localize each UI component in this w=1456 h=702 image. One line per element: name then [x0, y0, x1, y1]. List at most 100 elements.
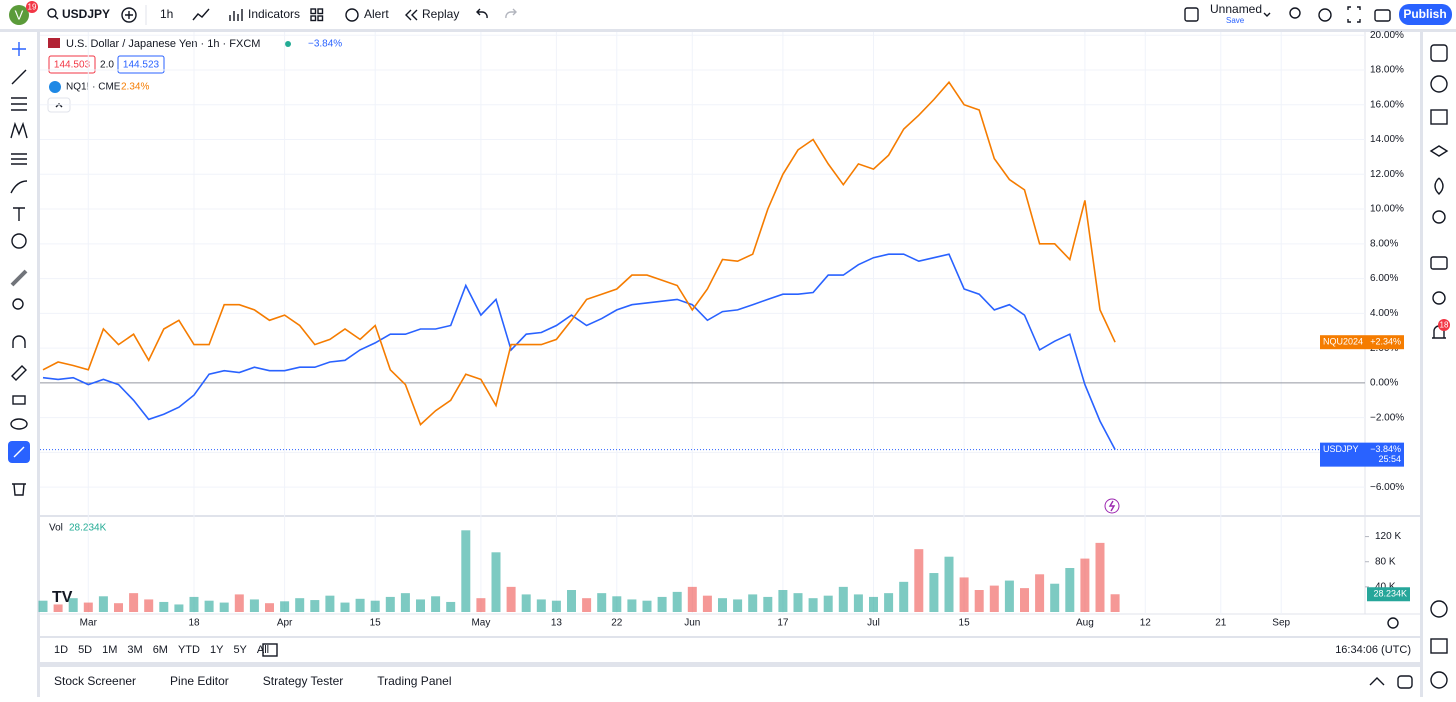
publish: Publish — [1403, 7, 1446, 21]
footer-collapse[interactable] — [1369, 677, 1385, 686]
volume-bar — [1065, 568, 1075, 612]
interval[interactable]: 1h — [160, 7, 173, 21]
range-button[interactable]: 6M — [153, 644, 168, 656]
publish-button[interactable] — [1399, 4, 1452, 25]
market-status — [285, 41, 291, 47]
left-toolbar — [0, 32, 37, 697]
y-tick-label: 20.00% — [1370, 30, 1404, 41]
volume-bar — [144, 599, 154, 612]
lock-tool[interactable] — [12, 395, 26, 405]
range-button[interactable]: 3M — [127, 644, 142, 656]
volume-bar — [929, 573, 939, 612]
redo[interactable] — [505, 8, 517, 19]
bid-box[interactable] — [48, 55, 96, 74]
volume-bar — [491, 552, 501, 612]
volume-bar — [219, 602, 229, 612]
help[interactable] — [1430, 671, 1448, 689]
compare-symbol: NQ1! · CME — [66, 82, 121, 93]
ask-box[interactable] — [117, 55, 165, 74]
event-marker[interactable] — [1104, 498, 1120, 514]
x-tick-label: Jul — [867, 618, 880, 629]
snapshot[interactable] — [1374, 9, 1391, 22]
quick-search[interactable] — [1289, 7, 1301, 19]
volume-bar — [431, 596, 441, 612]
y-tick-label: 8.00% — [1370, 238, 1398, 249]
range-button[interactable]: 5Y — [233, 644, 247, 656]
data-window[interactable] — [1429, 145, 1449, 157]
volume-bar — [808, 598, 818, 612]
streams[interactable] — [1432, 291, 1446, 305]
footer-tab[interactable]: Strategy Tester — [263, 674, 343, 688]
alert[interactable]: Alert — [364, 7, 389, 21]
fullscreen[interactable] — [1347, 6, 1361, 23]
compare-change: 2.34% — [121, 82, 149, 93]
range-button[interactable]: 1Y — [210, 644, 224, 656]
range-button[interactable]: YTD — [178, 644, 200, 656]
volume-bar — [68, 598, 78, 612]
avatar-letter: V — [15, 7, 24, 22]
volume-bar — [672, 591, 682, 612]
undo[interactable] — [476, 8, 488, 19]
footer-tab[interactable]: Trading Panel — [377, 674, 451, 688]
layout-name[interactable]: Unnamed — [1210, 2, 1262, 16]
measure-tool[interactable] — [10, 269, 28, 287]
chart-type[interactable] — [192, 8, 210, 21]
volume-bar — [340, 602, 350, 612]
volume-bar — [1020, 588, 1029, 612]
icon-tool[interactable] — [11, 233, 27, 249]
templates[interactable] — [310, 8, 317, 15]
range-button[interactable]: 5D — [78, 644, 92, 656]
magnet-tool[interactable] — [12, 335, 26, 348]
x-tick-label: 18 — [188, 618, 200, 629]
settings[interactable] — [1318, 8, 1332, 22]
news[interactable] — [1430, 109, 1448, 125]
symbol[interactable]: USDJPY — [62, 7, 110, 21]
dom[interactable] — [1430, 600, 1448, 618]
volume-bar — [310, 600, 320, 612]
text-tool[interactable] — [13, 207, 25, 221]
remove-tool[interactable] — [12, 483, 26, 496]
chats[interactable] — [1430, 256, 1448, 270]
trendline-tool[interactable] — [11, 69, 27, 85]
pattern-tool[interactable] — [10, 121, 28, 139]
volume-bar — [265, 603, 274, 612]
hotlists[interactable] — [1434, 177, 1444, 195]
x-tick-label: 13 — [551, 618, 563, 629]
templates — [310, 15, 317, 22]
range-button[interactable]: 1D — [54, 644, 68, 656]
add-symbol[interactable] — [121, 7, 137, 23]
go-to-date[interactable] — [262, 643, 278, 657]
volume-bar — [1080, 558, 1090, 612]
volume-bar — [506, 586, 516, 612]
save[interactable]: Save — [1226, 16, 1245, 25]
volume-bar — [114, 603, 123, 612]
indicators[interactable]: Indicators — [248, 7, 300, 21]
volume-bar — [687, 586, 697, 612]
y-tick-label: 40 K — [1375, 582, 1396, 593]
calendar[interactable] — [1430, 638, 1448, 654]
footer-tab[interactable]: Stock Screener — [54, 674, 136, 688]
alerts[interactable] — [1430, 75, 1448, 93]
volume-bar — [521, 594, 531, 612]
footer — [40, 667, 1420, 697]
watchlist[interactable] — [1430, 44, 1448, 62]
volume-bar — [249, 599, 259, 612]
draw-mode[interactable] — [11, 365, 27, 381]
zoom-tool[interactable] — [12, 298, 24, 310]
brush-tool[interactable] — [10, 180, 28, 194]
prediction-tool[interactable] — [11, 153, 27, 165]
layout-menu[interactable] — [1263, 12, 1271, 17]
hide-tool[interactable] — [10, 418, 28, 430]
crosshair-tool[interactable] — [12, 42, 26, 56]
footer-maximize[interactable] — [1397, 675, 1413, 689]
avatar[interactable] — [9, 5, 29, 25]
ideas[interactable] — [1432, 210, 1446, 224]
volume-bar — [763, 596, 773, 612]
footer-tab[interactable]: Pine Editor — [170, 674, 229, 688]
axis-settings[interactable] — [1387, 617, 1399, 629]
range-button[interactable]: 1M — [102, 644, 117, 656]
replay[interactable]: Replay — [422, 7, 459, 21]
fib-tool[interactable] — [11, 97, 27, 111]
y-tick-label: 4.00% — [1370, 308, 1398, 319]
